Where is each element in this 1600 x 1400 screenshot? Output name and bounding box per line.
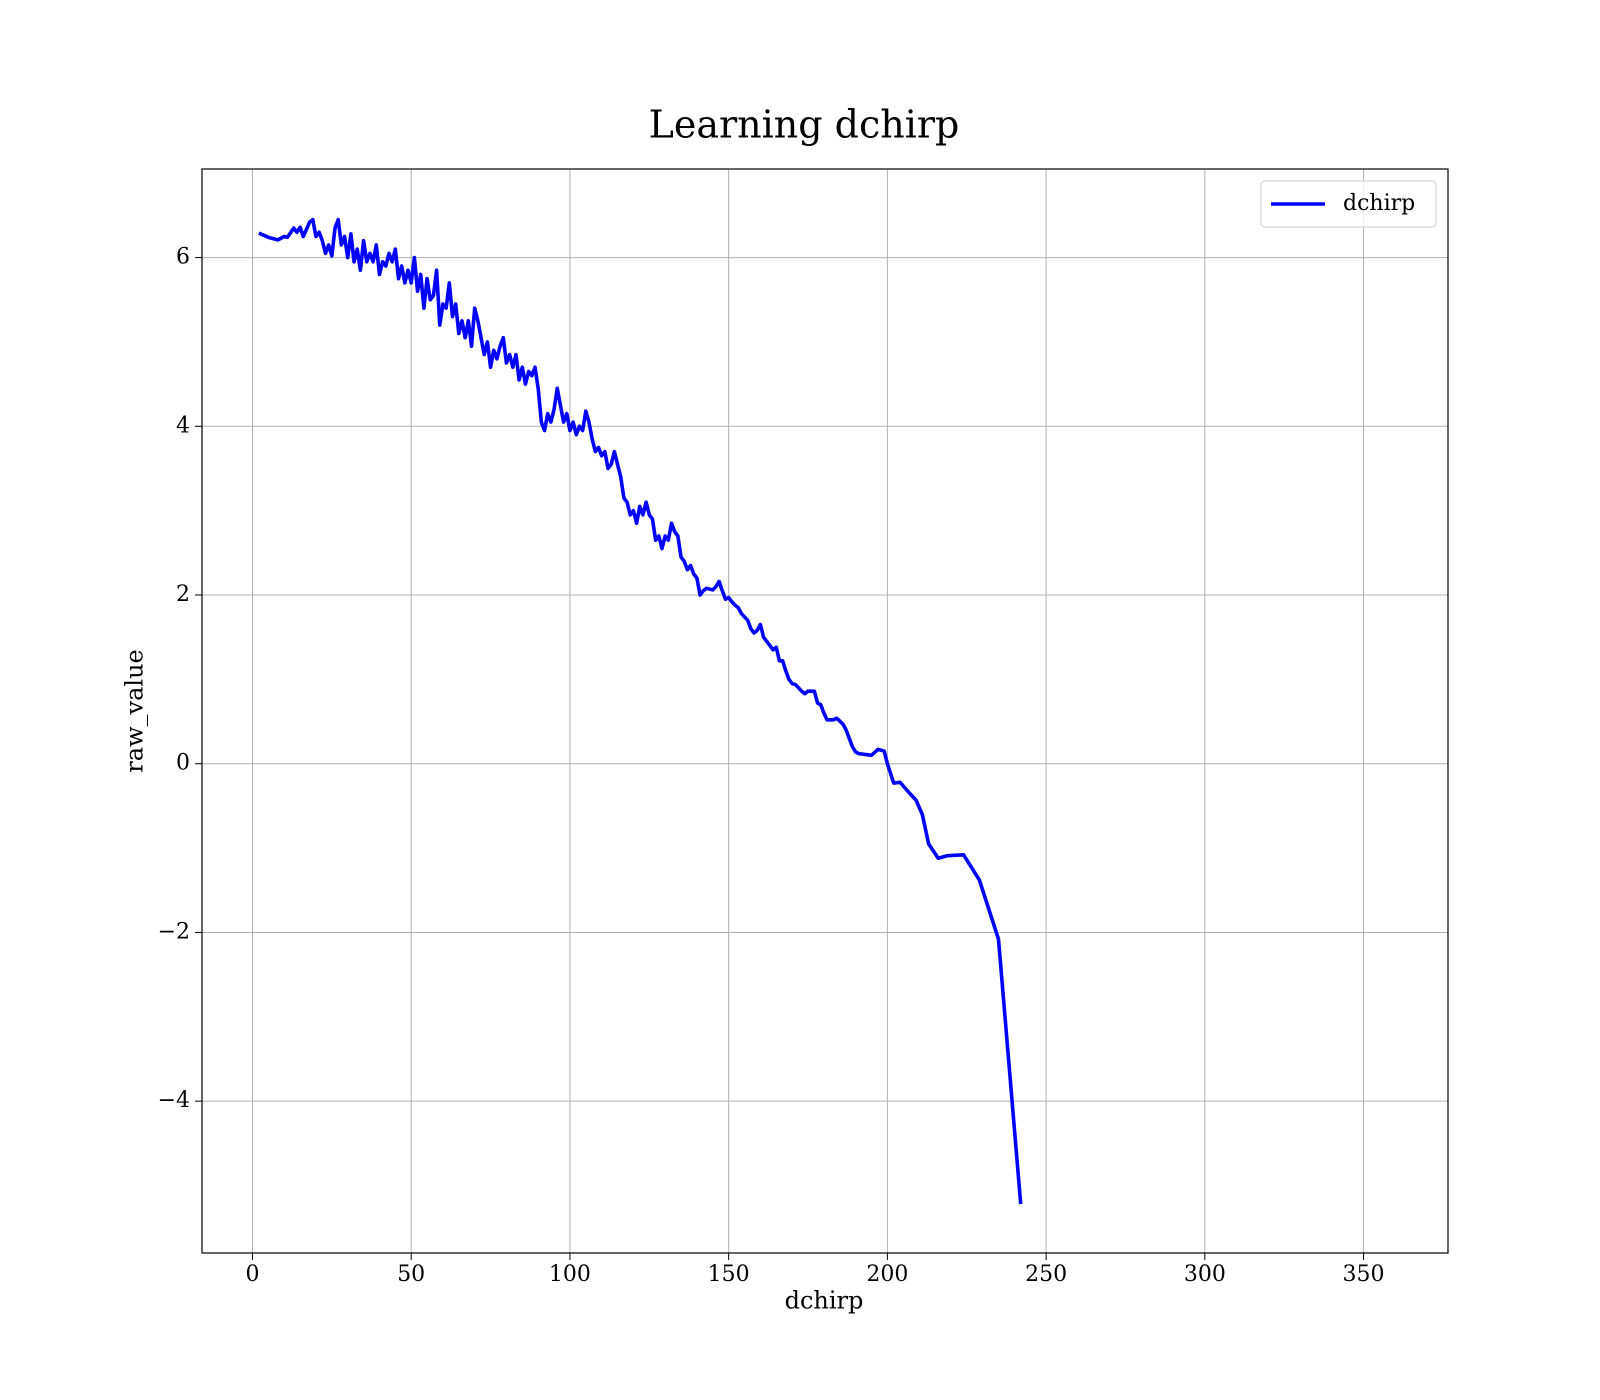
chart-title: Learning dchirp: [649, 103, 960, 147]
y-tick-label: 6: [176, 245, 190, 270]
x-tick-label: 150: [708, 1262, 750, 1287]
y-tick-label: 4: [176, 413, 190, 438]
x-tick-label: 350: [1343, 1262, 1385, 1287]
plot-frame: [201, 168, 1449, 1254]
legend-box: [1260, 180, 1437, 228]
x-tick-label: 50: [397, 1262, 425, 1287]
legend-label: dchirp: [1343, 191, 1415, 216]
y-tick-label: 0: [176, 751, 190, 776]
x-axis-label: dchirp: [785, 1287, 864, 1315]
y-axis-label: raw_value: [121, 649, 149, 773]
x-tick-label: 0: [245, 1262, 259, 1287]
x-tick-label: 100: [549, 1262, 591, 1287]
x-tick-label: 250: [1025, 1262, 1067, 1287]
x-tick-label: 200: [866, 1262, 908, 1287]
y-tick-label: −2: [158, 919, 190, 944]
data-line: [258, 217, 1023, 1205]
x-tick-label: 300: [1184, 1262, 1226, 1287]
y-tick-label: −4: [158, 1088, 190, 1113]
y-tick-label: 2: [176, 582, 190, 607]
